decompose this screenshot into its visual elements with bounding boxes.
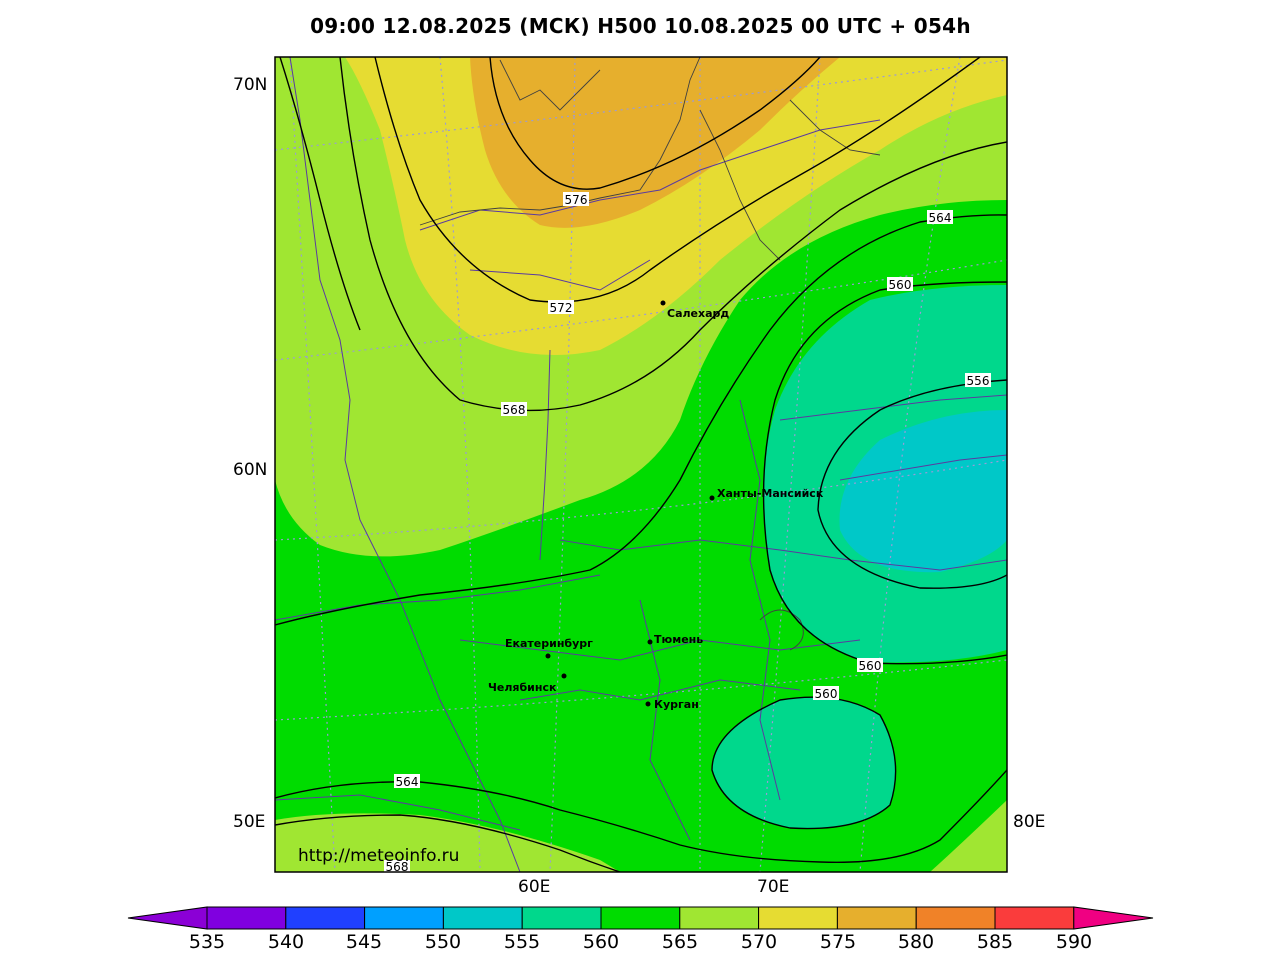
lon-label-50e: 50E — [233, 812, 266, 832]
city-label: Челябинск — [488, 681, 557, 694]
isoline-label: 572 — [550, 301, 573, 315]
isoline-label: 560 — [859, 659, 882, 673]
map-frame — [274, 56, 1008, 873]
colorbar-tick: 580 — [897, 931, 935, 953]
fill-565-570-southeast — [930, 800, 1007, 872]
source-url: http://meteoinfo.ru — [298, 846, 459, 866]
map-title: 09:00 12.08.2025 (МСК) H500 10.08.2025 0… — [310, 14, 971, 38]
lon-label-60e: 60E — [518, 877, 551, 897]
lat-label-70n: 70N — [233, 75, 268, 95]
isoline-label: 560 — [889, 278, 912, 292]
isoline-label: 564 — [396, 775, 419, 789]
colorbar-tick: 545 — [345, 931, 383, 953]
isoline-label: 560 — [815, 687, 838, 701]
colorbar-tick: 560 — [582, 931, 620, 953]
isoline-label: 564 — [929, 211, 952, 225]
city-label: Екатеринбург — [505, 637, 593, 650]
lon-label-80e: 80E — [1013, 812, 1046, 832]
city-label: Тюмень — [654, 633, 703, 646]
colorbar-tick: 555 — [503, 931, 541, 953]
lat-label-60n: 60N — [233, 460, 268, 480]
city-label: Ханты-Мансийск — [717, 487, 824, 500]
city-label: Салехард — [667, 307, 729, 320]
cities: Салехард Ханты-Мансийск Екатеринбург Тюм… — [488, 300, 824, 711]
colorbar-tick: 585 — [976, 931, 1014, 953]
colorbar-tick: 535 — [188, 931, 226, 953]
isoline-label: 556 — [967, 374, 990, 388]
isoline-label: 568 — [503, 403, 526, 417]
colorbar-tick: 540 — [267, 931, 305, 953]
coastline — [419, 57, 881, 651]
graticule — [275, 57, 1007, 872]
fill-555-560-south — [712, 697, 896, 829]
isoline-label: 568 — [386, 860, 409, 874]
isoline-label: 576 — [565, 193, 588, 207]
fill-565-570-south — [275, 813, 620, 872]
colorbar-tick: 590 — [1055, 931, 1093, 953]
colorbar-tick: 570 — [740, 931, 778, 953]
isoline-labels: 576 572 568 564 560 556 560 560 564 568 — [384, 192, 991, 874]
city-label: Курган — [654, 698, 699, 711]
colorbar-tick: 575 — [819, 931, 857, 953]
colorbar-tick: 565 — [661, 931, 699, 953]
colorbar-tick: 550 — [424, 931, 462, 953]
fill-550-555 — [839, 410, 1007, 573]
lon-label-70e: 70E — [757, 877, 790, 897]
